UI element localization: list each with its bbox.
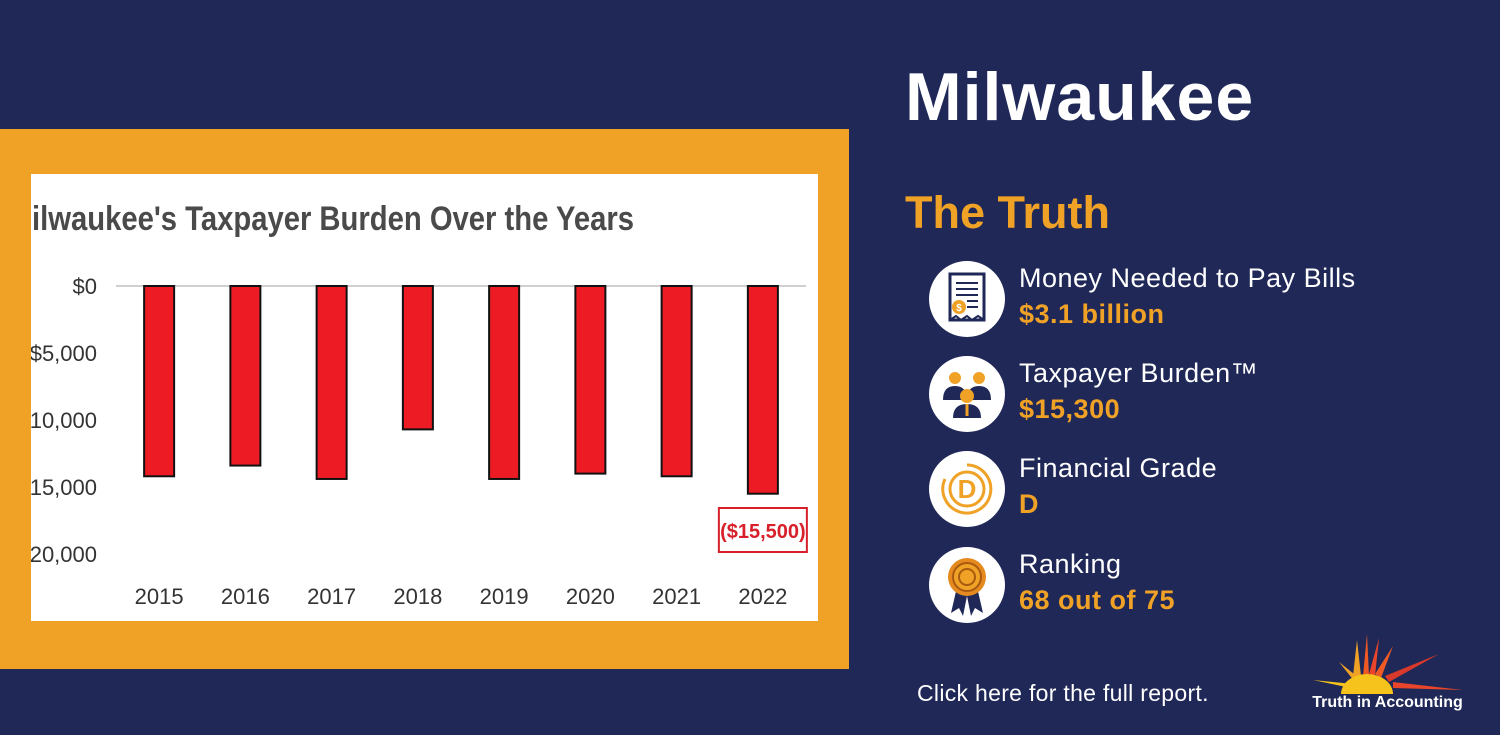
bar-2017: [315, 285, 348, 480]
y-tick-label: $15,000: [31, 475, 97, 500]
bar-2020: [574, 285, 607, 475]
x-tick-label: 2017: [307, 584, 356, 609]
taxpayer-burden-chart: Milwaukee's Taxpayer Burden Over the Yea…: [31, 199, 808, 609]
stat-label: Taxpayer Burden™: [1019, 358, 1259, 388]
x-tick-label: 2018: [393, 584, 442, 609]
y-tick-label: $5,000: [31, 341, 97, 366]
stat-value: $3.1 billion: [1019, 299, 1165, 329]
full-report-link[interactable]: Click here for the full report.: [917, 680, 1209, 706]
taxpayers-icon: [929, 356, 1005, 432]
sun-icon: [1313, 634, 1463, 694]
annotation-box: [717, 507, 808, 553]
chart-panel: Milwaukee's Taxpayer Burden Over the Yea…: [31, 174, 818, 621]
x-tick-label: 2020: [566, 584, 615, 609]
stat-money-needed: $ Money Needed to Pay Bills $3.1 billion: [929, 261, 1449, 339]
svg-text:D: D: [958, 474, 977, 504]
city-title: Milwaukee: [905, 59, 1255, 135]
stat-label: Financial Grade: [1019, 453, 1218, 483]
stat-label: Money Needed to Pay Bills: [1019, 263, 1356, 293]
x-tick-label: 2019: [480, 584, 529, 609]
x-tick-label: 2015: [135, 584, 184, 609]
chart-frame: Milwaukee's Taxpayer Burden Over the Yea…: [0, 129, 849, 669]
stat-financial-grade: D Financial Grade D: [929, 451, 1449, 529]
brand-name: Truth in Accounting: [1312, 694, 1463, 711]
ribbon-icon: [929, 547, 1005, 623]
grade-icon: D: [929, 451, 1005, 527]
x-tick-label: 2016: [221, 584, 270, 609]
bar-2018: [401, 285, 434, 431]
bar-2016: [229, 285, 262, 467]
stat-label: Ranking: [1019, 549, 1122, 579]
section-title: The Truth: [905, 187, 1110, 238]
y-tick-label: $20,000: [31, 542, 97, 567]
bar-2022: [746, 285, 779, 495]
stat-taxpayer-burden: Taxpayer Burden™ $15,300: [929, 356, 1449, 434]
stat-value: $15,300: [1019, 394, 1121, 424]
svg-text:$: $: [956, 303, 962, 314]
bar-2015: [143, 285, 176, 478]
bar-2021: [660, 285, 693, 478]
y-tick-label: $10,000: [31, 408, 97, 433]
stat-value: D: [1019, 489, 1039, 519]
annotation-label: ($15,500): [720, 521, 806, 543]
x-tick-label: 2021: [652, 584, 701, 609]
y-tick-label: $0: [73, 274, 97, 299]
stat-ranking: Ranking 68 out of 75: [929, 547, 1449, 625]
chart-title: Milwaukee's Taxpayer Burden Over the Yea…: [31, 199, 634, 238]
bill-icon: $: [929, 261, 1005, 337]
brand-logo[interactable]: Truth in Accounting: [1305, 632, 1470, 717]
stat-value: 68 out of 75: [1019, 585, 1176, 615]
x-tick-label: 2022: [738, 584, 787, 609]
bar-2019: [488, 285, 521, 480]
